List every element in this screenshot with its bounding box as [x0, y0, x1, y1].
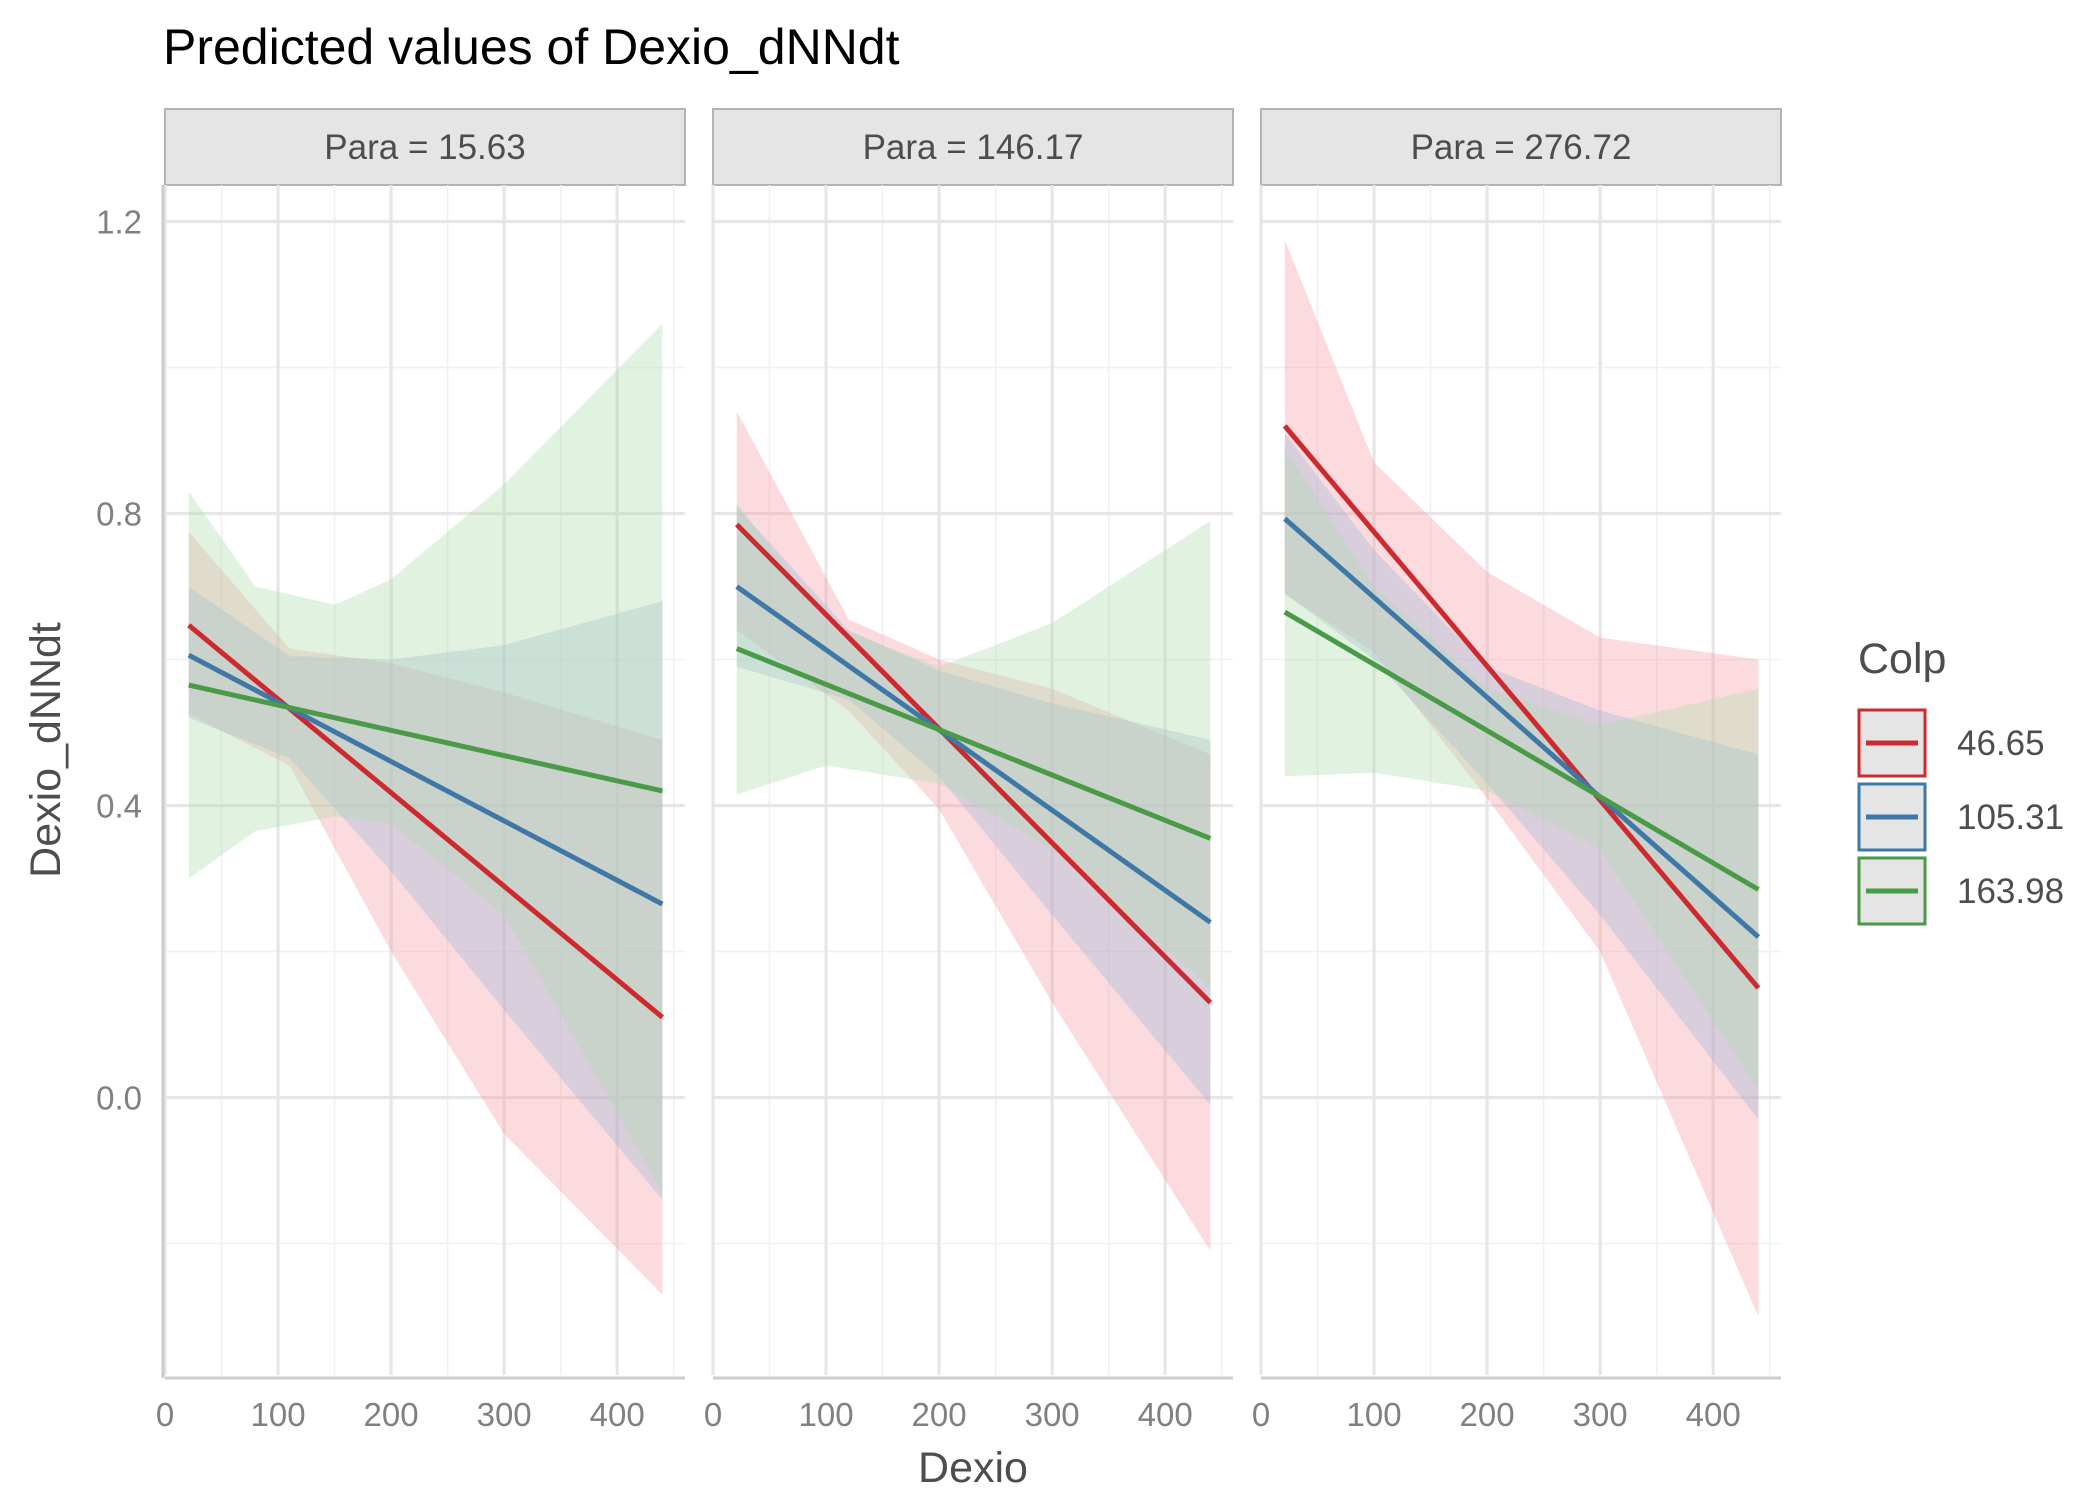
facet-strip — [164, 108, 686, 186]
legend-item: 163.98 — [1857, 856, 2064, 926]
y-tick-label: 0.4 — [96, 788, 142, 825]
x-tick-label: 400 — [1138, 1396, 1193, 1433]
series-line — [734, 522, 1213, 1005]
series-line — [1283, 609, 1760, 892]
confidence-band — [1284, 433, 1759, 1120]
legend-label: 105.31 — [1957, 798, 2064, 837]
confidence-band — [736, 411, 1211, 1251]
legend: Colp 46.65 105.31 163.98 — [1857, 635, 2064, 926]
x-tick-label: 300 — [477, 1396, 532, 1433]
y-axis-title: Dexio_dNNdt — [22, 622, 70, 878]
legend-label: 46.65 — [1957, 724, 2045, 763]
legend-item: 46.65 — [1857, 708, 2045, 778]
x-tick-label: 100 — [799, 1396, 854, 1433]
facet-strip — [712, 108, 1234, 186]
legend-item: 105.31 — [1857, 782, 2064, 852]
facet-strip-label: Para = 146.17 — [863, 128, 1084, 167]
confidence-band — [1284, 239, 1759, 1317]
confidence-band — [736, 506, 1211, 1105]
x-tick-label: 0 — [1252, 1396, 1270, 1433]
y-tick-label: 0.0 — [96, 1080, 142, 1117]
x-tick-label: 200 — [364, 1396, 419, 1433]
series-line — [187, 652, 664, 907]
facet-panels: Para = 15.63 0 100 200 300 400 Para = 146.17 0 1… — [96, 108, 1782, 1433]
x-tick-label: 0 — [156, 1396, 174, 1433]
confidence-band — [188, 586, 663, 1200]
chart-title: Predicted values of Dexio_dNNdt — [163, 19, 900, 75]
series-line — [735, 584, 1212, 925]
confidence-band — [188, 323, 663, 1193]
x-tick-label: 300 — [1573, 1396, 1628, 1433]
legend-title: Colp — [1858, 635, 1946, 683]
x-axis-title: Dexio — [918, 1444, 1028, 1492]
facet-strip-label: Para = 15.63 — [324, 128, 525, 167]
x-tick-label: 100 — [1347, 1396, 1402, 1433]
facet-panel: Para = 146.17 0 100 200 300 400 — [704, 108, 1234, 1433]
series-line — [735, 646, 1212, 841]
y-tick-label: 1.2 — [96, 204, 142, 241]
x-tick-label: 0 — [704, 1396, 722, 1433]
facet-strip — [1260, 108, 1782, 186]
x-tick-label: 100 — [251, 1396, 306, 1433]
x-tick-label: 400 — [1686, 1396, 1741, 1433]
legend-label: 163.98 — [1957, 872, 2064, 911]
x-tick-label: 200 — [1460, 1396, 1515, 1433]
facet-panel: Para = 276.72 0 100 200 300 400 — [1252, 108, 1782, 1433]
facet-panel: Para = 15.63 0 100 200 300 400 — [156, 108, 686, 1433]
series-line — [188, 682, 663, 794]
x-tick-label: 200 — [912, 1396, 967, 1433]
confidence-band — [1284, 447, 1759, 1091]
y-tick-label: 0.8 — [96, 496, 142, 533]
x-tick-label: 400 — [590, 1396, 645, 1433]
series-line — [187, 623, 664, 1020]
x-tick-label: 300 — [1025, 1396, 1080, 1433]
facet-strip-label: Para = 276.72 — [1411, 128, 1632, 167]
series-line — [1283, 516, 1761, 939]
series-line — [1282, 424, 1761, 990]
